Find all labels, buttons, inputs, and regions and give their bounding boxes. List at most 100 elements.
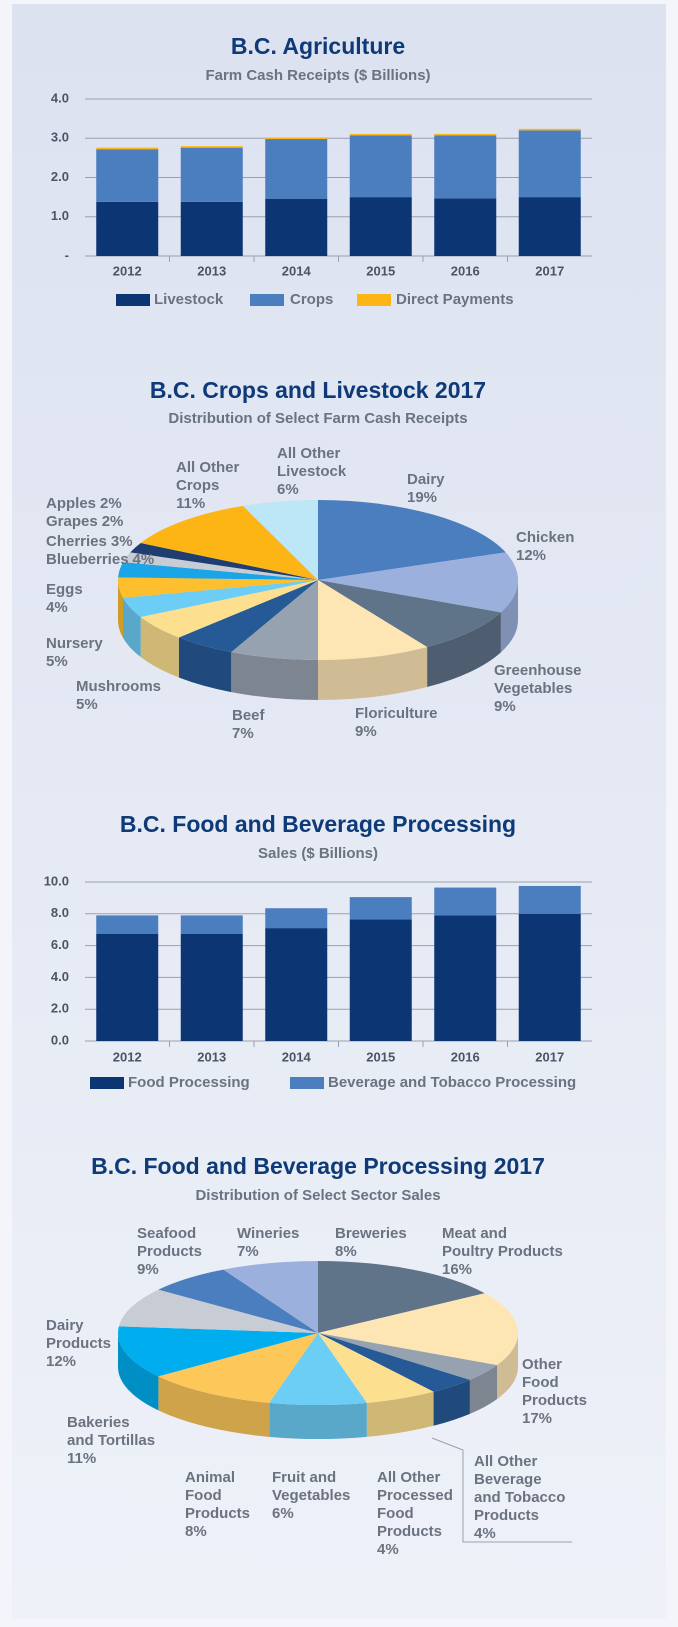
slice-label: All Other Beverage and Tobacco Products bbox=[474, 1453, 570, 1524]
pie-slice bbox=[130, 542, 318, 580]
bar bbox=[434, 198, 497, 256]
x-tick-label: 2014 bbox=[282, 263, 312, 278]
bar bbox=[518, 128, 581, 131]
x-tick-label: 2015 bbox=[366, 1049, 395, 1064]
slice-label: Cherries bbox=[46, 533, 107, 550]
x-tick-label: 2012 bbox=[113, 1049, 142, 1064]
bar bbox=[349, 133, 412, 136]
pie-side bbox=[366, 1391, 434, 1437]
legend-label: Direct Payments bbox=[396, 291, 514, 308]
slice-value: 7% bbox=[232, 725, 254, 742]
slice-label: Blueberries bbox=[46, 551, 129, 568]
y-tick-label: 6.0 bbox=[51, 937, 69, 952]
slice-value: 7% bbox=[237, 1243, 259, 1260]
slice-value: 9% bbox=[355, 723, 377, 740]
pie-side bbox=[118, 580, 124, 638]
legend-label: Beverage and Tobacco Processing bbox=[328, 1074, 576, 1091]
slice-value: 2% bbox=[102, 513, 124, 530]
slice-label: Fruit and Vegetables bbox=[272, 1469, 350, 1504]
slice-label: Mushrooms bbox=[76, 678, 161, 695]
legend-label: Crops bbox=[290, 291, 333, 308]
slice-label: Apples bbox=[46, 495, 96, 512]
bar bbox=[518, 130, 581, 198]
pie-side bbox=[123, 597, 141, 658]
slice-label: Eggs bbox=[46, 581, 83, 598]
x-tick-label: 2015 bbox=[366, 263, 395, 278]
chart-title: B.C. Agriculture bbox=[231, 33, 405, 59]
slice-value: 2% bbox=[100, 495, 122, 512]
legend-swatch bbox=[290, 1077, 324, 1089]
chart-title: B.C. Food and Beverage Processing 2017 bbox=[91, 1153, 545, 1179]
pie-side bbox=[140, 617, 179, 678]
pie-slice bbox=[223, 1261, 318, 1333]
y-tick-label: 8.0 bbox=[51, 905, 69, 920]
pie-slice bbox=[318, 1333, 498, 1380]
pie-slice bbox=[269, 1333, 367, 1405]
pie-slice bbox=[158, 1333, 318, 1403]
bar bbox=[265, 928, 328, 1041]
slice-value: 11% bbox=[176, 495, 205, 512]
y-tick-label: - bbox=[65, 247, 69, 262]
slice-value: 3% bbox=[111, 533, 133, 550]
bar bbox=[349, 197, 412, 256]
pie-slice bbox=[118, 1326, 319, 1377]
slice-value: 11% bbox=[67, 1450, 96, 1467]
x-tick-label: 2016 bbox=[451, 1049, 480, 1064]
bar bbox=[96, 201, 159, 256]
slice-value: 19% bbox=[407, 489, 437, 506]
pie-side bbox=[178, 637, 232, 693]
x-tick-label: 2014 bbox=[282, 1049, 312, 1064]
x-tick-label: 2013 bbox=[197, 263, 226, 278]
slice-value: 4% bbox=[46, 599, 68, 616]
pie-slice bbox=[318, 1333, 434, 1403]
chart-title: B.C. Food and Beverage Processing bbox=[120, 811, 516, 837]
pie-side bbox=[469, 1365, 498, 1414]
pie-slice bbox=[158, 1269, 318, 1333]
slice-value: 4% bbox=[377, 1541, 399, 1558]
pie-side bbox=[500, 580, 518, 653]
pie-sides bbox=[118, 1333, 518, 1440]
bar bbox=[180, 915, 243, 934]
pie-side bbox=[433, 1379, 470, 1426]
bar bbox=[518, 913, 581, 1041]
pie-side bbox=[427, 612, 501, 688]
slice-value: 4% bbox=[133, 551, 155, 568]
chart-title: B.C. Crops and Livestock 2017 bbox=[150, 377, 486, 403]
slice-label: All Other Processed Food Products bbox=[377, 1469, 457, 1540]
legend-swatch bbox=[90, 1077, 124, 1089]
chart-subtitle: Distribution of Select Farm Cash Receipt… bbox=[168, 410, 467, 427]
slice-label: Wineries bbox=[237, 1225, 299, 1242]
bar bbox=[180, 201, 243, 256]
slice-label: Breweries bbox=[335, 1225, 407, 1242]
slice-value: 8% bbox=[335, 1243, 357, 1260]
slice-value: 9% bbox=[494, 698, 516, 715]
bar bbox=[96, 149, 159, 202]
y-tick-label: 4.0 bbox=[51, 90, 69, 105]
bar bbox=[265, 139, 328, 199]
slice-label: Chicken bbox=[516, 529, 574, 546]
chart-subtitle: Farm Cash Receipts ($ Billions) bbox=[205, 67, 430, 84]
pie-slice bbox=[318, 552, 518, 613]
slice-label: Seafood Products bbox=[137, 1225, 202, 1260]
slice-label: All Other Livestock bbox=[277, 445, 347, 480]
slice-label: Other Food Products bbox=[522, 1356, 587, 1409]
pie-side bbox=[318, 647, 428, 700]
pie-slice bbox=[123, 580, 318, 618]
bar bbox=[180, 147, 243, 202]
slice-value: 17% bbox=[522, 1410, 552, 1427]
bar bbox=[349, 135, 412, 198]
pie-slice bbox=[318, 1261, 485, 1333]
bar bbox=[434, 887, 497, 916]
bar bbox=[265, 198, 328, 256]
bar bbox=[349, 897, 412, 920]
bar bbox=[518, 885, 581, 914]
pie-slice bbox=[318, 580, 501, 648]
slice-label: Meat and Poultry Products bbox=[442, 1225, 563, 1260]
pie-slice bbox=[178, 580, 318, 653]
bar bbox=[96, 915, 159, 934]
pie-slice bbox=[318, 580, 428, 660]
bar bbox=[265, 137, 328, 140]
slice-label: Grapes bbox=[46, 513, 98, 530]
pie-side bbox=[497, 1333, 518, 1400]
